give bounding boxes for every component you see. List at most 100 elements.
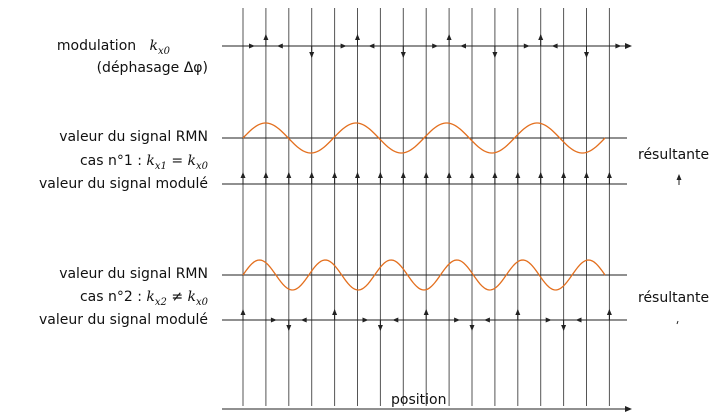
signal-rmn-label-2: valeur du signal RMN bbox=[59, 266, 208, 282]
case1-arrow bbox=[309, 172, 315, 184]
case2-arrow-head bbox=[300, 317, 307, 323]
case1-arrow bbox=[240, 172, 246, 184]
modulation-axis-arrowhead bbox=[625, 43, 632, 49]
modulation-arrow-head bbox=[584, 52, 589, 58]
dephasage-label: (déphasage Δφ) bbox=[96, 60, 208, 76]
modulation-arrow bbox=[309, 46, 315, 58]
rmn-signal-waves bbox=[242, 122, 606, 291]
case2-arrow-head bbox=[483, 317, 490, 323]
modulation-arrow-head bbox=[276, 43, 283, 49]
case1-arrow bbox=[263, 172, 269, 184]
modulation-arrow-head bbox=[492, 52, 498, 58]
case1-arrow bbox=[355, 172, 360, 184]
case1-arrow bbox=[515, 172, 521, 184]
modulation-arrow bbox=[276, 43, 289, 49]
k-x0-symbol: k bbox=[149, 38, 158, 54]
case1-arrow-head bbox=[240, 172, 246, 178]
modulation-arrow bbox=[538, 34, 544, 46]
case1-arrow-head bbox=[400, 172, 406, 178]
modulation-arrow bbox=[263, 34, 269, 46]
case2-arrow-head bbox=[606, 309, 612, 315]
case1-arrow bbox=[286, 172, 292, 184]
case2-arrow-head bbox=[270, 317, 277, 323]
case1-arrow bbox=[469, 172, 475, 184]
modulation-arrow-head bbox=[551, 43, 558, 49]
case1-arrow bbox=[446, 172, 452, 184]
case2-arrow bbox=[606, 309, 612, 320]
modulation-arrow-head bbox=[263, 34, 269, 40]
case1-arrow-head bbox=[492, 172, 498, 178]
signal-rmn-label-1: valeur du signal RMN bbox=[59, 129, 208, 145]
modulation-arrow bbox=[460, 43, 472, 49]
case2-arrow-head bbox=[469, 325, 475, 331]
case2-arrow bbox=[392, 317, 404, 323]
case1-arrow-head bbox=[286, 172, 292, 178]
case2-arrow-head bbox=[332, 309, 338, 315]
modulation-arrow bbox=[368, 43, 381, 49]
modulation-arrow-head bbox=[400, 52, 406, 58]
modulation-arrow bbox=[334, 43, 347, 49]
case2-arrow bbox=[515, 309, 521, 320]
case2-arrow bbox=[286, 320, 292, 331]
modulation-arrow-head bbox=[368, 43, 375, 49]
modulation-arrow-head bbox=[340, 43, 347, 49]
case2-arrow bbox=[575, 317, 587, 323]
case2-arrow bbox=[357, 317, 369, 323]
modulation-arrow-head bbox=[249, 43, 255, 49]
case1-arrow-head bbox=[423, 172, 429, 178]
case1-arrow-head bbox=[355, 172, 360, 178]
case1-arrow bbox=[332, 172, 338, 184]
case1-arrow bbox=[606, 172, 612, 184]
case1-arrow-head bbox=[377, 172, 383, 178]
rmn-wave-case2 bbox=[242, 259, 606, 291]
case2-arrow bbox=[332, 309, 338, 320]
case2-arrow-head bbox=[454, 317, 461, 323]
case1-arrow-head bbox=[309, 172, 315, 178]
case2-arrow bbox=[561, 320, 567, 331]
case2-arrow bbox=[265, 317, 277, 323]
case2-arrow bbox=[469, 320, 475, 331]
case2-arrow-head bbox=[545, 317, 552, 323]
modulation-arrow bbox=[517, 43, 530, 49]
modulation-arrow bbox=[551, 43, 564, 49]
case2-arrow-head bbox=[575, 317, 582, 323]
modulation-arrow bbox=[446, 34, 452, 46]
position-axis-label: position bbox=[391, 392, 447, 408]
case2-arrow-head bbox=[377, 325, 383, 331]
case1-arrow bbox=[561, 172, 567, 184]
case2-arrow bbox=[240, 309, 246, 320]
case1-arrow-head bbox=[584, 172, 589, 178]
modulation-arrow-head bbox=[460, 43, 466, 49]
case1-arrow bbox=[492, 172, 498, 184]
resultante-label-2: résultante bbox=[638, 290, 710, 306]
case1-arrow-head bbox=[515, 172, 521, 178]
position-axis-arrowhead bbox=[625, 406, 632, 412]
resultant-arrow-case2 bbox=[676, 320, 679, 325]
vertical-gridlines bbox=[242, 8, 610, 406]
resultant-arrow-case1-head bbox=[676, 174, 682, 180]
modulation-arrow-head bbox=[538, 34, 544, 40]
modulation-arrow bbox=[355, 34, 360, 46]
case2-arrow-head bbox=[240, 309, 246, 315]
case2-arrow-head bbox=[362, 317, 369, 323]
modulation-arrow-head bbox=[432, 43, 439, 49]
case2-arrow-head bbox=[286, 325, 292, 331]
resultante-label-1: résultante bbox=[638, 147, 710, 163]
modulation-arrow-head bbox=[446, 34, 452, 40]
case2-arrow-head bbox=[392, 317, 399, 323]
case1-arrow-head bbox=[606, 172, 612, 178]
case2-arrow bbox=[423, 309, 429, 320]
case2-arrow-head bbox=[423, 309, 429, 315]
case2-label: cas n°2 : kx2 ≠ kx0 bbox=[79, 289, 208, 308]
signal-module-label-1: valeur du signal modulé bbox=[39, 176, 208, 192]
resultant-arrows bbox=[676, 174, 682, 325]
case1-arrow-head bbox=[538, 172, 544, 178]
signal-module-label-2: valeur du signal modulé bbox=[39, 312, 208, 328]
case1-arrow-head bbox=[263, 172, 269, 178]
modulation-arrow bbox=[584, 46, 589, 58]
case2-arrow-head bbox=[561, 325, 567, 331]
modulation-arrow-head bbox=[309, 52, 315, 58]
case2-arrow-head bbox=[515, 309, 521, 315]
case2-arrow bbox=[300, 317, 312, 323]
modulation-arrow-head bbox=[355, 34, 360, 40]
